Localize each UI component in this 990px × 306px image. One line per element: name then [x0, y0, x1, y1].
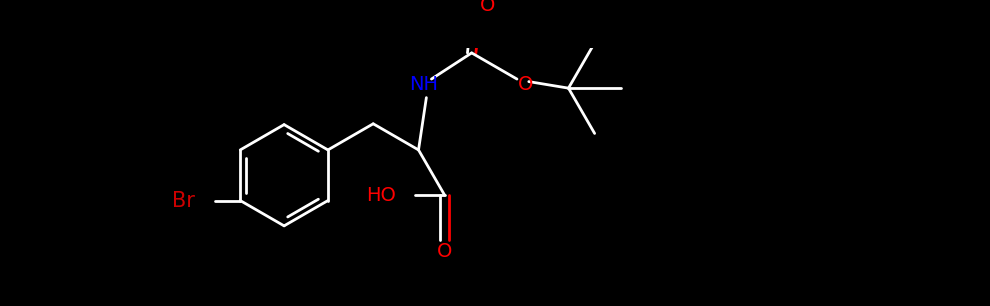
Text: HO: HO: [366, 186, 396, 205]
Text: O: O: [437, 242, 452, 261]
Text: O: O: [480, 0, 496, 15]
Text: O: O: [518, 75, 533, 94]
Text: Br: Br: [172, 191, 195, 211]
Text: NH: NH: [409, 75, 439, 94]
